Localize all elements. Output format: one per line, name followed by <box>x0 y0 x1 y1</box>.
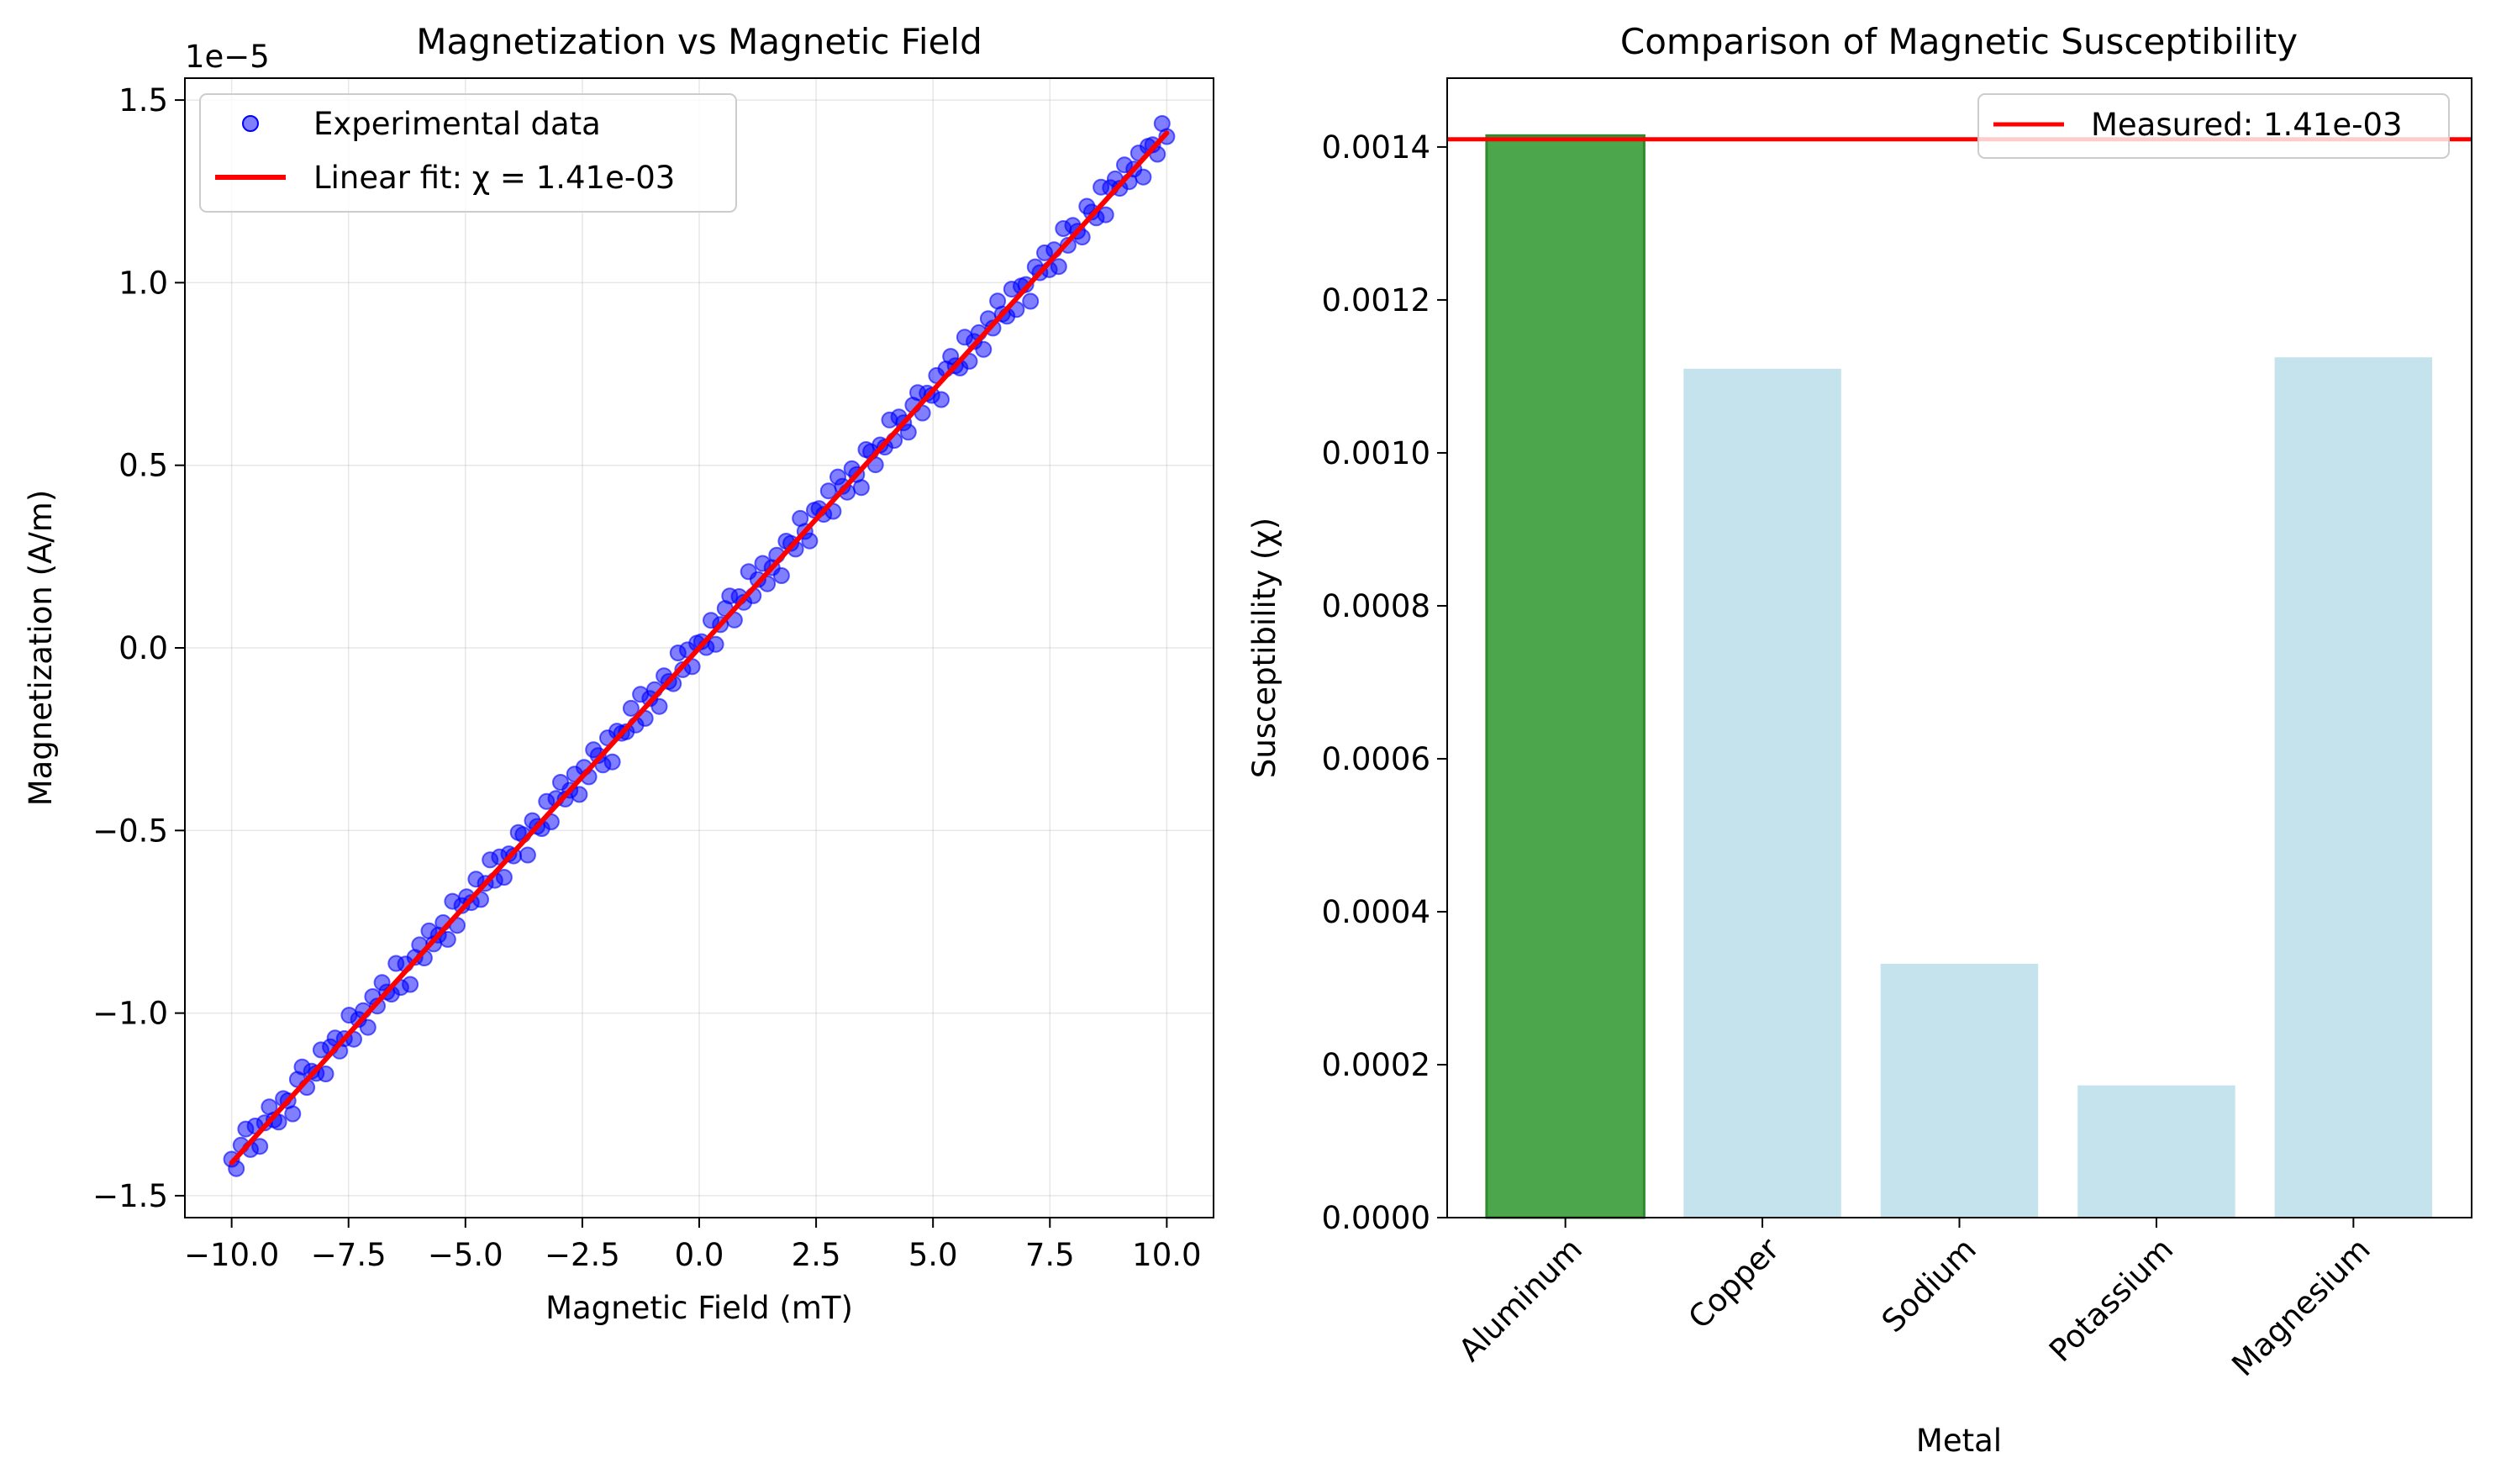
right-data-marks <box>1485 134 2433 1219</box>
right-y-axis-label: Susceptibility (χ) <box>1246 518 1282 778</box>
data-point <box>571 786 588 803</box>
data-point <box>251 1138 269 1155</box>
legend-marker-experimental <box>242 115 259 132</box>
data-point <box>1135 168 1152 186</box>
data-point <box>772 567 790 584</box>
left-y-axis-label: Magnetization (A/m) <box>23 490 59 807</box>
magnetization-chart: Magnetization vs Magnetic Field 1e−5 −10… <box>23 21 1214 1326</box>
left-x-axis: −10.0 −7.5 −5.0 −2.5 0.0 2.5 5.0 7.5 10.0 <box>184 1218 1202 1273</box>
right-y-tick-label: 0.0010 <box>1322 435 1430 471</box>
bar-magnesium <box>2274 357 2433 1218</box>
data-point <box>1050 258 1067 276</box>
left-x-tick-label: −10.0 <box>184 1237 279 1273</box>
data-point <box>650 697 668 715</box>
left-legend: Experimental data Linear fit: χ = 1.41e-… <box>199 93 737 213</box>
data-point <box>1022 292 1040 310</box>
right-x-axis-label: Metal <box>1916 1423 2002 1459</box>
data-point <box>622 699 640 717</box>
legend-label-measured: Measured: 1.41e-03 <box>2091 107 2403 143</box>
legend-label-experimental: Experimental data <box>313 106 601 142</box>
left-x-tick-label: −2.5 <box>545 1237 620 1273</box>
left-y-axis: −1.5 −1.0 −0.5 0.0 0.5 1.0 1.5 <box>92 82 185 1214</box>
left-x-tick-label: 0.0 <box>675 1237 724 1273</box>
bar-potassium <box>2077 1085 2235 1218</box>
data-point <box>439 930 456 948</box>
y-offset-label: 1e−5 <box>185 39 270 75</box>
left-x-tick-label: −7.5 <box>311 1237 387 1273</box>
linear-fit-line <box>229 130 1170 1166</box>
left-y-tick-label: −0.5 <box>92 813 168 849</box>
left-y-tick-label: 0.5 <box>118 448 168 484</box>
left-x-tick-label: 5.0 <box>908 1237 958 1273</box>
right-y-tick-label: 0.0000 <box>1322 1200 1430 1236</box>
left-legend-box <box>199 93 737 213</box>
right-y-tick-label: 0.0012 <box>1322 282 1430 318</box>
left-data-marks <box>223 115 1176 1177</box>
left-x-axis-label: Magnetic Field (mT) <box>545 1290 853 1326</box>
left-x-tick-label: 10.0 <box>1132 1237 1201 1273</box>
data-point <box>359 1018 377 1036</box>
right-y-tick-label: 0.0014 <box>1322 129 1430 166</box>
data-point <box>707 635 724 653</box>
right-y-tick-label: 0.0002 <box>1322 1047 1430 1083</box>
data-point <box>317 1066 334 1082</box>
data-point <box>933 391 950 408</box>
data-point <box>603 753 621 771</box>
left-x-tick-label: 7.5 <box>1025 1237 1075 1273</box>
left-chart-title: Magnetization vs Magnetic Field <box>416 21 982 62</box>
data-point <box>519 846 536 864</box>
data-point <box>975 340 993 358</box>
right-chart-title: Comparison of Magnetic Susceptibility <box>1620 21 2298 62</box>
right-y-tick-label: 0.0008 <box>1322 588 1430 624</box>
left-y-tick-label: 0.0 <box>118 630 168 666</box>
bar-aluminum <box>1485 134 1646 1219</box>
right-y-tick-label: 0.0006 <box>1322 741 1430 777</box>
data-point <box>852 479 870 497</box>
right-y-axis: 0.0000 0.0002 0.0004 0.0006 0.0008 0.0010 0.00… <box>1322 129 1447 1236</box>
right-y-tick-label: 0.0004 <box>1322 894 1430 930</box>
right-legend-box <box>1977 93 2450 159</box>
left-y-tick-label: 1.0 <box>118 265 168 301</box>
left-x-tick-label: 2.5 <box>792 1237 841 1273</box>
data-point <box>495 869 513 886</box>
bar-copper <box>1683 368 1841 1218</box>
left-x-tick-label: −5.0 <box>428 1237 503 1273</box>
left-y-tick-label: 1.5 <box>118 82 168 118</box>
left-y-tick-label: −1.5 <box>92 1178 168 1214</box>
susceptibility-chart: Comparison of Magnetic Susceptibility Al… <box>1246 21 2472 1459</box>
bar-sodium <box>1880 963 2039 1218</box>
data-point <box>899 424 917 441</box>
legend-label-linear-fit: Linear fit: χ = 1.41e-03 <box>313 160 675 196</box>
data-point <box>1097 206 1114 224</box>
left-y-tick-label: −1.0 <box>92 996 168 1032</box>
data-point <box>402 976 419 993</box>
right-legend: Measured: 1.41e-03 <box>1977 93 2450 159</box>
data-point <box>284 1105 302 1123</box>
data-point <box>801 532 819 550</box>
